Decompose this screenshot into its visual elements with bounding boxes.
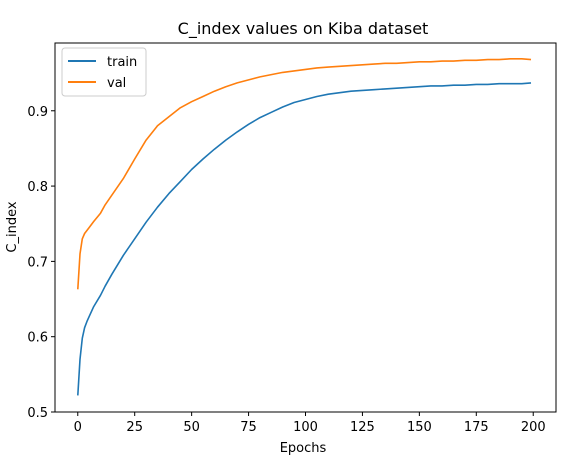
legend-label-val: val — [107, 76, 126, 91]
y-axis: 0.5 0.6 0.7 0.8 0.9 — [27, 105, 55, 421]
x-tick-label: 200 — [521, 420, 546, 435]
x-tick-label: 125 — [350, 420, 375, 435]
y-tick-label: 0.6 — [27, 331, 48, 346]
y-tick-label: 0.8 — [27, 180, 48, 195]
series-line-val — [77, 57, 532, 290]
x-tick-label: 25 — [126, 420, 143, 435]
y-axis-label: C_index — [5, 201, 20, 252]
x-tick-label: 175 — [464, 420, 489, 435]
series-line-train — [77, 82, 532, 396]
x-tick-label: 150 — [407, 420, 432, 435]
y-tick-label: 0.7 — [27, 255, 48, 270]
y-tick-label: 0.5 — [27, 406, 48, 421]
x-tick-label: 0 — [74, 420, 82, 435]
x-tick-label: 100 — [293, 420, 318, 435]
x-tick-label: 75 — [240, 420, 257, 435]
x-axis: 0 25 50 75 100 125 150 175 200 — [74, 412, 546, 435]
y-tick-label: 0.9 — [27, 105, 48, 120]
chart-title: C_index values on Kiba dataset — [178, 19, 429, 39]
legend: train val — [61, 47, 147, 97]
series-layer — [77, 57, 532, 396]
x-tick-label: 50 — [183, 420, 200, 435]
legend-label-train: train — [107, 55, 137, 70]
x-axis-label: Epochs — [280, 441, 327, 456]
